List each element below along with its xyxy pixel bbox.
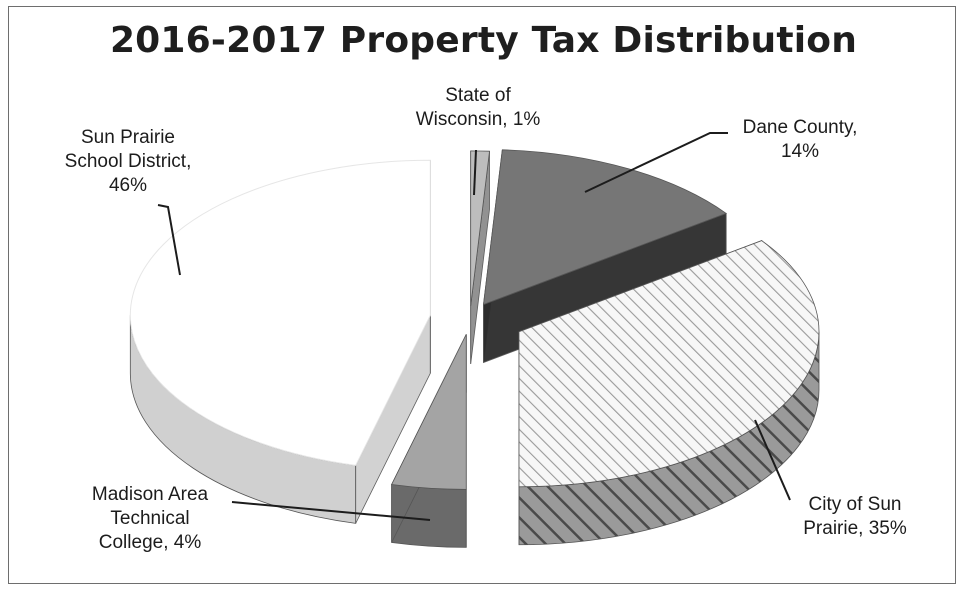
label-line: College, 4% <box>99 532 202 553</box>
label-line: 14% <box>781 141 819 162</box>
label-line: Madison Area <box>92 484 209 505</box>
leader-sun-prairie-school-district <box>157 204 181 276</box>
label-line: School District, <box>65 151 192 172</box>
slice-state-of-wisconsin <box>470 150 490 364</box>
chart-title: 2016-2017 Property Tax Distribution <box>109 20 858 61</box>
label-line: Dane County, <box>743 117 858 138</box>
leader-lines <box>157 132 791 521</box>
slice-sun-prairie-school-district <box>129 159 431 524</box>
label-line: Wisconsin, 1% <box>416 109 541 130</box>
label-sun-prairie-school-district: Sun Prairie School District, 46% <box>65 127 192 196</box>
slice-labels: State of Wisconsin, 1% Dane County, 14% City… <box>65 85 907 553</box>
label-state-of-wisconsin: State of Wisconsin, 1% <box>416 85 541 130</box>
label-line: City of Sun <box>809 494 902 515</box>
slice-city-of-sun-prairie <box>518 240 820 546</box>
label-madison-area-technical-college: Madison Area Technical College, 4% <box>92 484 209 553</box>
leader-dane-county <box>584 132 728 193</box>
label-line: State of <box>445 85 511 106</box>
leader-state-of-wisconsin <box>473 149 477 196</box>
label-line: Sun Prairie <box>81 127 175 148</box>
leader-madison-area-technical-college <box>231 501 431 521</box>
label-city-of-sun-prairie: City of Sun Prairie, 35% <box>803 494 907 539</box>
label-line: Technical <box>110 508 189 529</box>
label-line: 46% <box>109 175 147 196</box>
slice-madison-area-technical-college <box>391 334 467 548</box>
leader-city-of-sun-prairie <box>754 419 791 501</box>
label-line: Prairie, 35% <box>803 518 907 539</box>
pie-slices <box>129 149 820 548</box>
label-dane-county: Dane County, 14% <box>743 117 858 162</box>
